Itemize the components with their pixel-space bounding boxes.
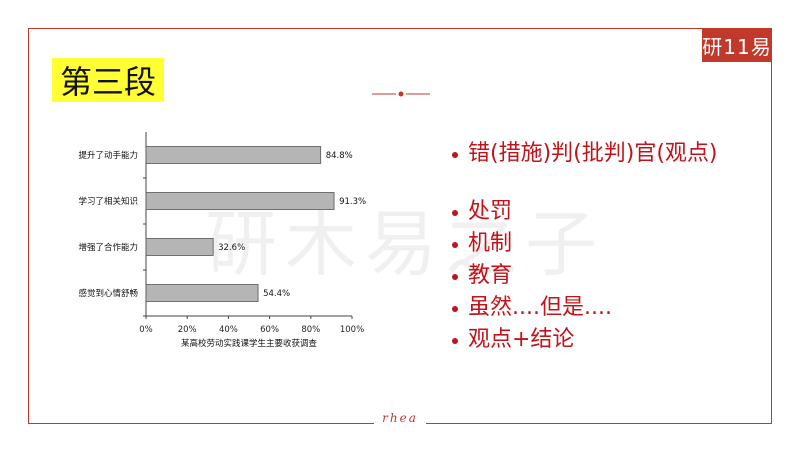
bullet-item: 观点+结论 [452,324,718,356]
x-axis-title: 某高校劳动实践课学生主要收获调查 [181,338,318,348]
footer-text: rhea [374,411,426,425]
bullet-item: 教育 [452,260,718,292]
footer-signature: rhea [0,411,800,425]
bar-chart: 0% 20% 40% 60% 80% 100% 提升了动手能力 84.8% 学习了相关知识 91.… [78,132,366,348]
category-label: 学习了相关知识 [78,196,138,207]
data-label: 91.3% [339,197,366,207]
bullet-item: 机制 [452,228,718,260]
x-tick-label: 40% [219,325,238,335]
slide-title: 第三段 [52,58,164,102]
bar [145,146,322,164]
bullet-item: 错(措施)判(批判)官(观点) [452,138,718,170]
divider-ornament [372,91,430,97]
x-tick-label: 80% [301,325,320,335]
data-label: 84.8% [326,151,353,161]
x-tick-label: 20% [178,325,197,335]
bar [145,284,259,302]
bar [145,238,214,256]
data-label: 54.4% [263,289,290,299]
data-label: 32.6% [218,243,245,253]
x-tick-label: 60% [260,325,279,335]
x-tick-label: 0% [139,325,153,335]
bullet-item: 虽然....但是.... [452,292,718,324]
category-label: 感觉到心情舒畅 [78,288,138,299]
bullet-list: 错(措施)判(批判)官(观点) 处罚 机制 教育 虽然....但是.... 观点… [452,138,718,356]
bullet-item: 处罚 [452,196,718,228]
category-label: 增强了合作能力 [78,242,138,253]
x-tick-label: 100% [340,325,364,335]
logo: 研11易 [702,28,772,62]
category-label: 提升了动手能力 [78,150,138,161]
bar [145,192,335,210]
